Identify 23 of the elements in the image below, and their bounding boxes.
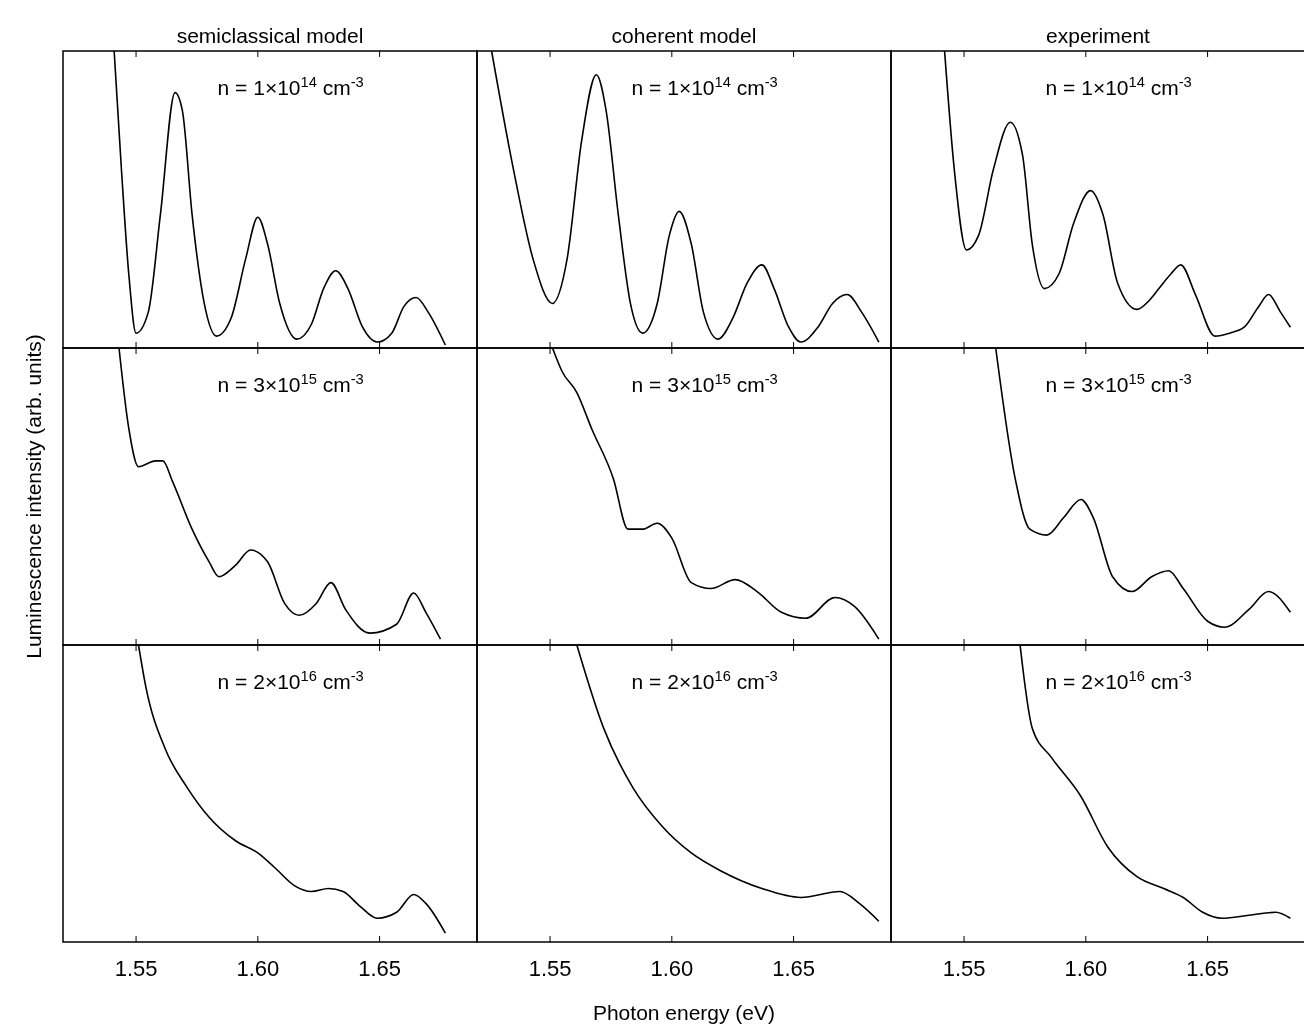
- annotation: n = 3×10$^{15}$ cm$^{-3}$: [631, 371, 778, 396]
- annotation: n = 2×10$^{16}$ cm$^{-3}$: [217, 668, 364, 693]
- x-tick-label: 1.55: [528, 956, 572, 981]
- x-tick-label: 1.55: [114, 956, 158, 981]
- annotation: n = 2×10$^{16}$ cm$^{-3}$: [1045, 668, 1192, 693]
- x-tick-label: 1.60: [650, 956, 694, 981]
- x-tick-label: 1.65: [1186, 956, 1229, 981]
- x-tick-label: 1.65: [358, 956, 401, 981]
- x-tick-label: 1.60: [1064, 956, 1108, 981]
- x-tick-label: 1.65: [772, 956, 815, 981]
- annotation: n = 1×10$^{14}$ cm$^{-3}$: [631, 74, 778, 99]
- annotation: n = 3×10$^{15}$ cm$^{-3}$: [1045, 371, 1192, 396]
- chart-title: semiclassical model: [176, 24, 364, 47]
- x-axis-title: Photon energy (eV): [592, 1001, 776, 1024]
- y-axis-title: Luminescence intensity (arb. units): [22, 334, 45, 659]
- x-tick-label: 1.60: [236, 956, 280, 981]
- chart-title: coherent model: [611, 24, 757, 47]
- chart-title: experiment: [1046, 24, 1151, 47]
- annotation: n = 2×10$^{16}$ cm$^{-3}$: [631, 668, 778, 693]
- annotation: n = 1×10$^{14}$ cm$^{-3}$: [1045, 74, 1192, 99]
- x-tick-label: 1.55: [942, 956, 986, 981]
- annotation: n = 1×10$^{14}$ cm$^{-3}$: [217, 74, 364, 99]
- annotation: n = 3×10$^{15}$ cm$^{-3}$: [217, 371, 364, 396]
